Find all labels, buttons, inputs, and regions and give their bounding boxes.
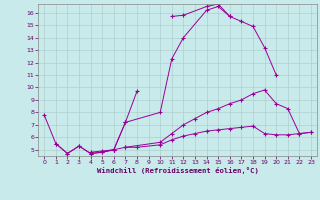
- X-axis label: Windchill (Refroidissement éolien,°C): Windchill (Refroidissement éolien,°C): [97, 167, 259, 174]
